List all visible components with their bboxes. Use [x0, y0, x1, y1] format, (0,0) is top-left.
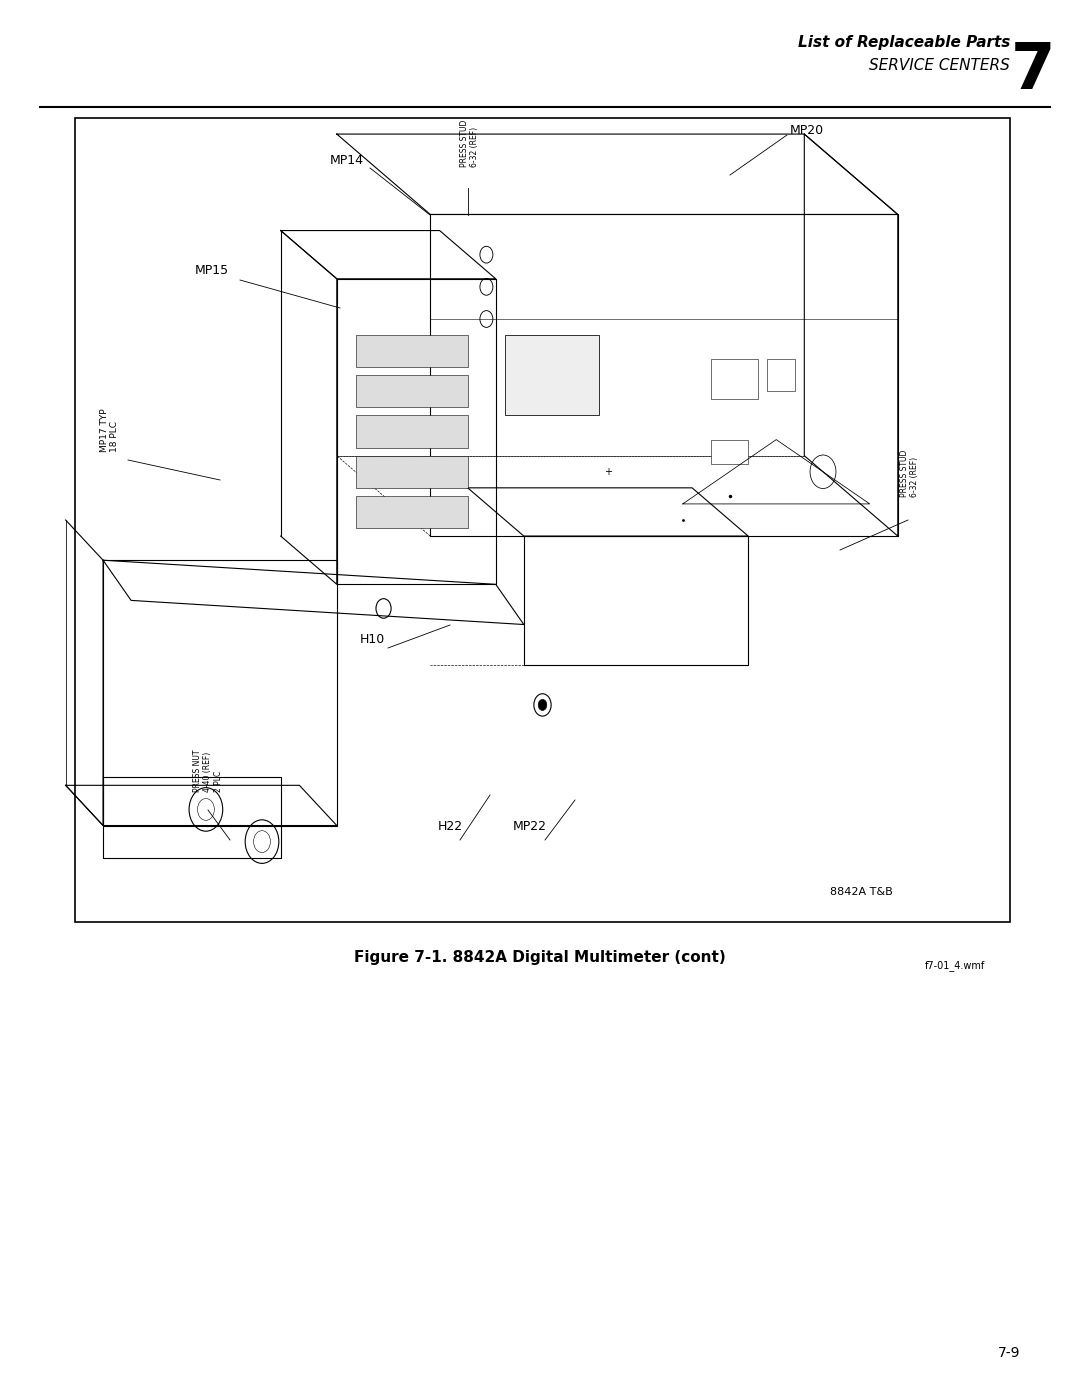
- Bar: [505, 335, 598, 415]
- Bar: [355, 335, 468, 367]
- Bar: [355, 496, 468, 528]
- Text: +: +: [604, 467, 612, 476]
- Text: H10: H10: [360, 633, 386, 647]
- Text: 7: 7: [1011, 41, 1055, 102]
- Polygon shape: [103, 560, 524, 624]
- Polygon shape: [103, 777, 281, 858]
- Text: List of Replaceable Parts: List of Replaceable Parts: [798, 35, 1010, 50]
- Text: MP20: MP20: [789, 123, 824, 137]
- Text: 7-9: 7-9: [998, 1345, 1020, 1361]
- Polygon shape: [103, 560, 337, 826]
- Text: 8842A T&B: 8842A T&B: [831, 887, 893, 897]
- Bar: [355, 376, 468, 408]
- Text: PRESS NUT
4-40 (REF)
2 PLC: PRESS NUT 4-40 (REF) 2 PLC: [193, 750, 222, 792]
- Bar: [767, 359, 795, 391]
- Text: MP17 TYP
18 PLC: MP17 TYP 18 PLC: [100, 408, 120, 451]
- Text: PRESS STUD
6-32 (REF): PRESS STUD 6-32 (REF): [460, 120, 480, 168]
- Bar: [711, 440, 748, 464]
- Text: MP15: MP15: [195, 264, 229, 277]
- Text: PRESS STUD
6-32 (REF): PRESS STUD 6-32 (REF): [900, 450, 919, 497]
- Text: MP22: MP22: [513, 820, 546, 833]
- Text: f7-01_4.wmf: f7-01_4.wmf: [924, 960, 985, 971]
- Text: Figure 7-1. 8842A Digital Multimeter (cont): Figure 7-1. 8842A Digital Multimeter (co…: [354, 950, 726, 965]
- Text: SERVICE CENTERS: SERVICE CENTERS: [869, 59, 1010, 73]
- Text: MP14: MP14: [330, 154, 364, 166]
- Circle shape: [538, 700, 546, 711]
- Bar: [711, 359, 757, 400]
- Bar: [75, 117, 1010, 922]
- Text: H22: H22: [437, 820, 462, 833]
- Bar: [355, 455, 468, 488]
- Bar: [355, 415, 468, 447]
